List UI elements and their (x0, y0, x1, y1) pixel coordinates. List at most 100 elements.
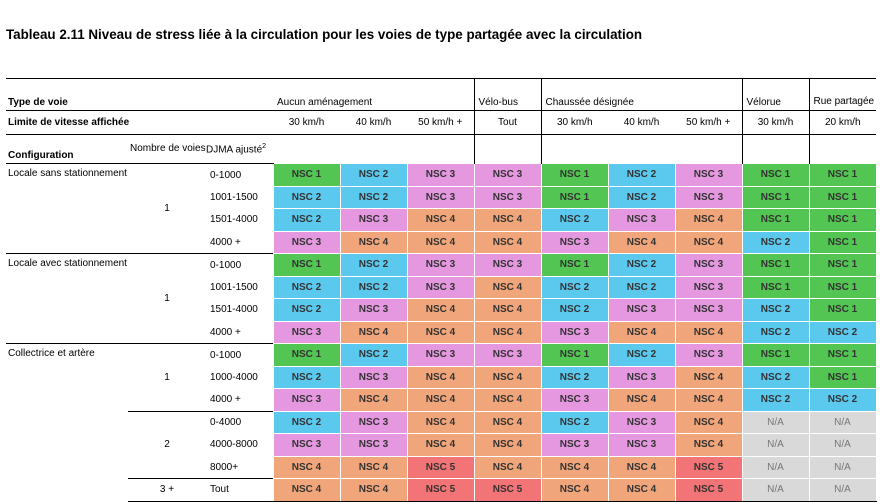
nsc-cell: NSC 4 (674, 388, 743, 412)
djma-cell: 4000 + (210, 394, 241, 405)
nsc-cell: NSC 3 (272, 388, 341, 412)
na-cell: N/A (808, 455, 877, 479)
nsc-cell: NSC 4 (406, 410, 475, 434)
nsc-cell: NSC 3 (674, 298, 743, 322)
nsc-cell: NSC 2 (272, 410, 341, 434)
nsc-cell: NSC 4 (540, 455, 609, 479)
djma-cell: 8000+ (210, 461, 239, 473)
nsc-cell: NSC 1 (741, 343, 810, 367)
nsc-cell: NSC 1 (741, 185, 810, 209)
table-body: Locale sans stationnement 1 0-1000 NSC 1 NSC… (6, 163, 877, 502)
nsc-cell: NSC 2 (272, 185, 341, 209)
table-row: 2 0-4000 NSC 2 NSC 3 NSC 4 NSC 4 NSC 2 NSC 3 NSC… (6, 410, 877, 479)
table-row: Locale avec stationnement 1 0-1000 NSC 1 NSC… (6, 253, 877, 344)
djma-cell: 1000-4000 (210, 371, 258, 383)
nsc-cell: NSC 2 (607, 253, 676, 277)
nsc-cell: NSC 1 (808, 163, 877, 187)
type-de-voie-label: Type de voie (6, 78, 273, 111)
nsc-cell: NSC 1 (540, 253, 609, 277)
nsc-cell: NSC 1 (272, 253, 341, 277)
nsc-cell: NSC 3 (674, 185, 743, 209)
nsc-cell: NSC 1 (808, 230, 877, 254)
nsc-cell: NSC 2 (272, 208, 341, 232)
lanes-cell: 1 (128, 163, 206, 254)
table-row: 4000 + NSC 3 NSC 4 NSC 4 NSC 4 NSC 3 NSC 4 NSC … (6, 230, 877, 254)
nsc-cell: NSC 4 (473, 388, 542, 412)
nsc-cell: NSC 3 (272, 433, 341, 457)
djma-cell: 1001-1500 (210, 191, 258, 203)
nsc-cell: NSC 4 (473, 365, 542, 389)
nsc-cell: NSC 1 (741, 208, 810, 232)
djma-footnote: 2 (262, 143, 267, 151)
table-row: 8000+ NSC 4 NSC 4 NSC 5 NSC 4 NSC 4 NSC 4 NSC 5… (6, 455, 877, 479)
nsc-cell: NSC 4 (473, 275, 542, 299)
nsc-cell: NSC 3 (607, 433, 676, 457)
nsc-cell: NSC 1 (272, 163, 341, 187)
djma-cell: 0-1000 (206, 343, 273, 366)
nsc-cell: NSC 2 (339, 185, 408, 209)
nsc-cell: NSC 3 (540, 433, 609, 457)
table-row: Locale sans stationnement 1 0-1000 NSC 1 NSC… (6, 163, 877, 254)
nsc-cell: NSC 4 (674, 433, 743, 457)
table-row: 4000 + NSC 3 NSC 4 NSC 4 NSC 4 NSC 3 NSC 4 NSC … (6, 320, 877, 344)
speed-header: 50 km/h + (675, 110, 742, 135)
nsc-cell: NSC 4 (540, 478, 609, 502)
djma-cell: 4000 + (210, 326, 241, 338)
nsc-cell: NSC 4 (607, 455, 676, 479)
nsc-cell: NSC 4 (339, 455, 408, 479)
nsc-cell: NSC 3 (540, 388, 609, 412)
na-cell: N/A (741, 410, 810, 434)
nsc-cell: NSC 1 (272, 343, 341, 367)
djma-label: DJMA ajusté2 (206, 135, 273, 164)
nsc-cell: NSC 3 (607, 208, 676, 232)
djma-cell: 4000 + (210, 236, 241, 248)
limite-label: Limite de vitesse affichée (6, 110, 273, 135)
nsc-cell: NSC 3 (339, 365, 408, 389)
nsc-cell: NSC 2 (339, 343, 408, 367)
nsc-cell: NSC 2 (741, 320, 810, 344)
nsc-cell: NSC 2 (607, 275, 676, 299)
nsc-cell: NSC 5 (674, 478, 743, 502)
nsc-cell: NSC 2 (607, 163, 676, 187)
table-row: 3 + Tout NSC 4 NSC 4 NSC 5 NSC 5 NSC 4 NSC 4 NSC… (6, 478, 877, 502)
nsc-cell: NSC 1 (808, 343, 877, 367)
nsc-cell: NSC 4 (339, 230, 408, 254)
nsc-cell: NSC 2 (272, 298, 341, 322)
nsc-cell: NSC 1 (540, 185, 609, 209)
table-row: Collectrice et artère 1 0-1000 NSC 1 NSC 2 NS… (6, 343, 877, 501)
nsc-cell: NSC 1 (540, 343, 609, 367)
nsc-cell: NSC 4 (406, 320, 475, 344)
nsc-cell: NSC 5 (674, 455, 743, 479)
configuration-cell: Collectrice et artère (6, 343, 128, 501)
nsc-cell: NSC 4 (473, 230, 542, 254)
configuration-cell: Locale avec stationnement (6, 253, 128, 344)
nsc-cell: NSC 3 (272, 230, 341, 254)
nsc-cell: NSC 4 (473, 410, 542, 434)
nsc-cell: NSC 3 (540, 320, 609, 344)
nsc-cell: NSC 2 (808, 388, 877, 412)
nsc-cell: NSC 3 (339, 298, 408, 322)
nsc-cell: NSC 4 (473, 455, 542, 479)
nsc-cell: NSC 1 (808, 275, 877, 299)
djma-cell: 0-1000 (206, 253, 273, 276)
nsc-cell: NSC 4 (339, 388, 408, 412)
nsc-cell: NSC 4 (272, 478, 341, 502)
nsc-cell: NSC 2 (607, 343, 676, 367)
nsc-cell: NSC 3 (674, 343, 743, 367)
nsc-cell: NSC 5 (406, 478, 475, 502)
nsc-cell: NSC 4 (674, 410, 743, 434)
nsc-cell: NSC 3 (607, 365, 676, 389)
nsc-cell: NSC 1 (540, 163, 609, 187)
table-row: 4000 + NSC 3 NSC 4 NSC 4 NSC 4 NSC 3 NSC 4 NSC … (6, 388, 877, 412)
nsc-cell: NSC 1 (741, 163, 810, 187)
nsc-cell: NSC 2 (272, 365, 341, 389)
group-velorue: Vélorue (741, 78, 809, 111)
nsc-cell: NSC 4 (674, 208, 743, 232)
table-title: Tableau 2.11 Niveau de stress liée à la … (6, 27, 643, 42)
nsc-cell: NSC 1 (741, 253, 810, 277)
nsc-cell: NSC 2 (540, 275, 609, 299)
nsc-cell: NSC 2 (540, 298, 609, 322)
nsc-cell: NSC 3 (540, 230, 609, 254)
